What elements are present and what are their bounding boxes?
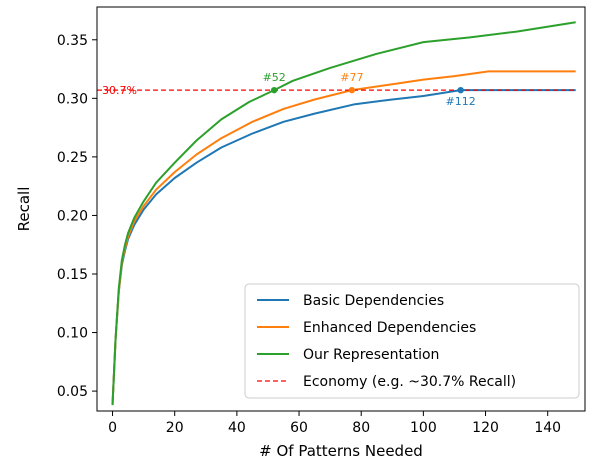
x-tick-label: 100 xyxy=(410,420,437,436)
lines-layer xyxy=(97,21,576,406)
y-tick-label: 0.05 xyxy=(57,384,88,400)
y-tick-label: 0.10 xyxy=(57,326,88,342)
y-axis-label: Recall xyxy=(15,187,33,232)
marker-layer: #112 #77 #52 30.7% xyxy=(102,71,476,108)
x-tick-label: 120 xyxy=(472,420,499,436)
y-tick-label: 0.20 xyxy=(57,208,88,224)
series-line-our-representation xyxy=(111,21,576,406)
y-tick-label: 0.25 xyxy=(57,150,88,166)
legend: Basic Dependencies Enhanced Dependencies O… xyxy=(244,283,580,399)
x-tick-label: 0 xyxy=(108,420,117,436)
point-label: #112 xyxy=(446,95,476,108)
y-tick-label: 0.35 xyxy=(57,33,88,49)
y-tick-label: 0.15 xyxy=(57,267,88,283)
x-tick-label: 80 xyxy=(352,420,370,436)
plot-frame xyxy=(96,6,586,412)
point-marker xyxy=(270,86,278,94)
legend-label: Enhanced Dependencies xyxy=(303,320,476,336)
legend-box xyxy=(244,283,580,399)
x-tick-label: 40 xyxy=(228,420,246,436)
point-label: #52 xyxy=(263,71,286,84)
legend-label: Our Representation xyxy=(303,347,439,363)
threshold-label: 30.7% xyxy=(102,84,137,97)
x-axis-label: # Of Patterns Needed xyxy=(259,442,423,460)
x-tick-label: 20 xyxy=(166,420,184,436)
ticks-layer: 0 20 40 60 80 100 120 140 0.05 0.10 0.15 0.20 0.25 0.… xyxy=(57,33,561,436)
legend-label: Economy (e.g. ~30.7% Recall) xyxy=(303,374,516,390)
y-tick-label: 0.30 xyxy=(57,91,88,107)
point-marker xyxy=(457,86,464,94)
x-tick-label: 140 xyxy=(534,420,561,436)
point-label: #77 xyxy=(340,71,363,84)
legend-label: Basic Dependencies xyxy=(303,293,444,309)
x-tick-label: 60 xyxy=(290,420,308,436)
point-marker xyxy=(348,86,356,94)
